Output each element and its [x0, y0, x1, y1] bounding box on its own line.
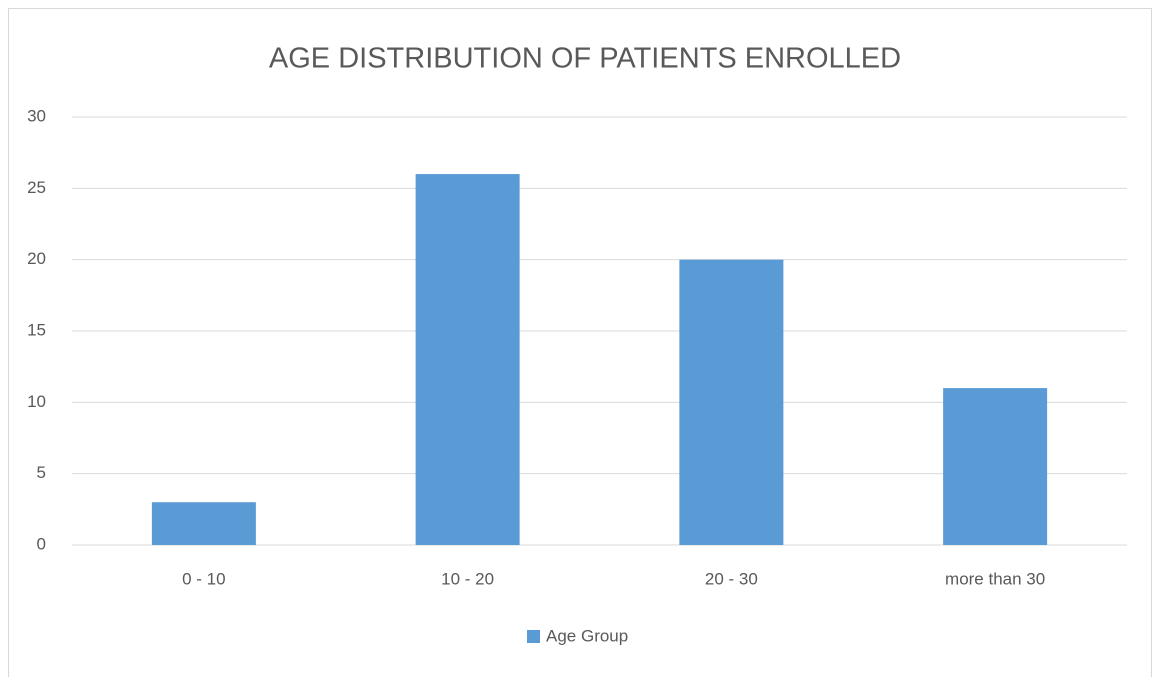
y-tick-label: 10 [27, 392, 46, 411]
legend-swatch [527, 630, 540, 643]
x-tick-label: 20 - 30 [705, 569, 758, 588]
y-tick-label: 0 [37, 534, 46, 553]
x-tick-label: 10 - 20 [441, 569, 494, 588]
x-tick-label: 0 - 10 [182, 569, 225, 588]
y-tick-label: 25 [27, 178, 46, 197]
bar [151, 502, 256, 545]
y-tick-label: 5 [37, 463, 46, 482]
bar [943, 388, 1048, 545]
chart-frame [8, 8, 1152, 677]
bar [415, 174, 520, 546]
y-tick-label: 15 [27, 320, 46, 339]
y-tick-label: 20 [27, 249, 46, 268]
bar [679, 259, 784, 545]
legend-label: Age Group [546, 626, 628, 645]
chart-title: AGE DISTRIBUTION OF PATIENTS ENROLLED [269, 43, 901, 75]
x-tick-label: more than 30 [945, 569, 1045, 588]
y-tick-label: 30 [27, 106, 46, 125]
